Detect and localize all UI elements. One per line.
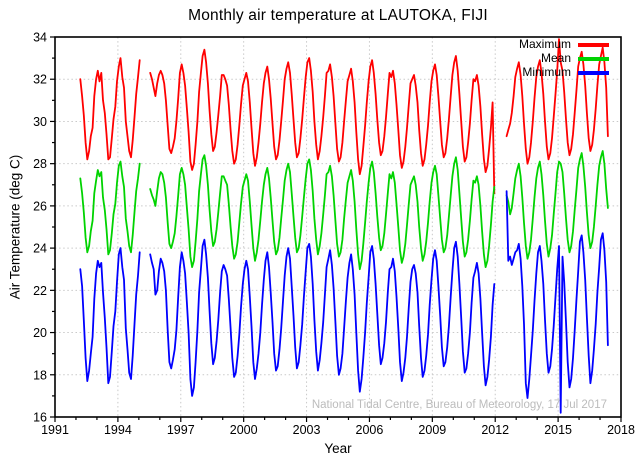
y-tick-label: 32 [33, 73, 47, 87]
y-tick-label: 30 [33, 115, 47, 129]
x-tick-label: 2006 [356, 423, 384, 437]
y-tick-label: 34 [33, 31, 47, 45]
legend-swatch-minimum-line [578, 70, 609, 75]
series-line-minimum [79, 247, 141, 385]
y-tick-label: 22 [33, 284, 47, 298]
series-line-mean [149, 154, 496, 271]
x-tick-label: 2003 [293, 423, 321, 437]
x-tick-label: 1994 [104, 423, 132, 437]
legend-item-maximum: Maximum [519, 38, 609, 51]
legend-swatch-maximum-line [578, 42, 609, 47]
legend-swatch-mean-line [578, 56, 609, 61]
chart-title: Monthly air temperature at LAUTOKA, FIJI [188, 7, 488, 24]
legend-label-minimum: Minimum [522, 65, 571, 79]
watermark-text: National Tidal Centre, Bureau of Meteoro… [311, 399, 607, 411]
x-tick-label: 2015 [544, 423, 572, 437]
x-tick-label: 1991 [41, 423, 69, 437]
y-tick-label: 24 [33, 242, 47, 256]
series-line-minimum [505, 190, 609, 414]
y-tick-label: 28 [33, 157, 47, 171]
y-axis-label: Air Temperature (deg C) [7, 154, 23, 300]
x-tick-label: 2018 [607, 423, 635, 437]
x-tick-label: 2009 [418, 423, 446, 437]
y-tick-label: 26 [33, 199, 47, 213]
legend-label-mean: Mean [540, 51, 571, 65]
series-line-maximum [149, 48, 496, 195]
y-tick-label: 16 [33, 411, 47, 425]
series-line-mean [79, 160, 141, 256]
legend-label-maximum: Maximum [518, 37, 571, 51]
legend: Maximum Mean Minimum [519, 38, 609, 79]
series-line-mean [505, 150, 609, 260]
y-tick-label: 18 [33, 368, 47, 382]
series-line-maximum [505, 38, 609, 165]
legend-item-minimum: Minimum [519, 66, 609, 79]
x-tick-label: 2000 [230, 423, 258, 437]
legend-item-mean: Mean [519, 52, 609, 65]
x-tick-label: 1997 [167, 423, 195, 437]
series-line-maximum [79, 57, 141, 161]
x-tick-label: 2012 [481, 423, 509, 437]
series-line-minimum [149, 238, 496, 397]
y-tick-label: 20 [33, 326, 47, 340]
x-axis-label: Year [324, 441, 352, 456]
